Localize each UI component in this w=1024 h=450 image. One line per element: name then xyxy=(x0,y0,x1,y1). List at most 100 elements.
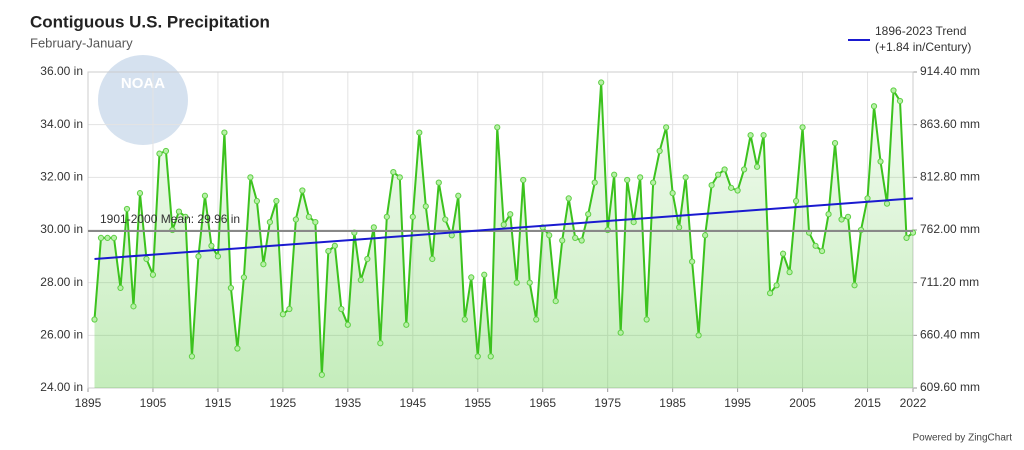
noaa-logo: NOAA xyxy=(98,55,188,145)
point xyxy=(585,211,592,218)
point xyxy=(279,311,286,318)
point xyxy=(299,187,306,194)
point xyxy=(552,298,559,305)
point xyxy=(559,237,566,244)
point xyxy=(149,271,157,278)
point xyxy=(487,353,494,360)
point xyxy=(97,234,105,241)
point xyxy=(156,150,163,157)
point xyxy=(429,255,436,263)
point xyxy=(344,321,351,328)
x-tick-label: 1995 xyxy=(724,396,751,410)
point xyxy=(188,353,196,360)
y-tick-label: 36.00 in xyxy=(40,64,83,78)
point xyxy=(266,219,273,226)
y-tick-label: 30.00 in xyxy=(40,222,83,236)
point xyxy=(253,197,260,205)
point xyxy=(481,271,488,278)
point xyxy=(435,179,442,186)
point xyxy=(247,174,254,181)
y2-tick-label: 762.00 mm xyxy=(920,222,980,236)
point xyxy=(338,305,345,313)
trend-line xyxy=(94,197,914,260)
y2-tick-label: 812.80 mm xyxy=(920,170,980,184)
point xyxy=(728,184,735,191)
point xyxy=(422,203,429,210)
point xyxy=(838,216,845,223)
point xyxy=(598,79,605,86)
point xyxy=(695,332,702,339)
y-tick-label: 24.00 in xyxy=(40,380,83,394)
point xyxy=(533,316,540,323)
point xyxy=(409,213,416,220)
point xyxy=(779,250,787,257)
point xyxy=(461,316,468,323)
x-tick-label: 1985 xyxy=(659,396,686,410)
point xyxy=(104,234,111,241)
point xyxy=(643,316,650,323)
point xyxy=(630,219,637,226)
point xyxy=(227,284,235,292)
area xyxy=(94,82,913,389)
point xyxy=(883,200,891,207)
x-tick-label: 2015 xyxy=(854,396,881,410)
point xyxy=(214,253,222,260)
point xyxy=(500,221,507,228)
point xyxy=(565,195,572,202)
point xyxy=(870,103,878,110)
point xyxy=(799,124,806,131)
point xyxy=(221,129,228,136)
point xyxy=(240,274,248,281)
legend-label: 1896-2023 Trend xyxy=(875,24,966,38)
point xyxy=(669,190,676,197)
point xyxy=(624,176,631,184)
point xyxy=(195,253,202,260)
point xyxy=(455,192,462,199)
x-tick-label: 1965 xyxy=(529,396,556,410)
point xyxy=(896,97,904,105)
point xyxy=(747,132,754,139)
point xyxy=(682,174,689,181)
point xyxy=(312,219,319,226)
point xyxy=(578,237,585,244)
point xyxy=(617,329,624,336)
y-tick-label: 26.00 in xyxy=(40,328,83,342)
point xyxy=(182,213,189,220)
x-tick-label: 1935 xyxy=(334,396,361,410)
point xyxy=(377,340,384,347)
point xyxy=(676,224,683,231)
point xyxy=(130,303,137,310)
point xyxy=(708,182,715,189)
point xyxy=(812,242,819,249)
point xyxy=(507,211,514,218)
x-tick-label: 1925 xyxy=(270,396,297,410)
y2-tick-label: 863.60 mm xyxy=(920,117,980,131)
point xyxy=(175,208,183,215)
point xyxy=(318,371,325,378)
point xyxy=(663,124,670,131)
point xyxy=(702,232,709,239)
y2-tick-label: 711.20 mm xyxy=(920,275,979,289)
point xyxy=(234,345,241,352)
point xyxy=(656,147,663,155)
point xyxy=(689,258,696,265)
point xyxy=(390,168,397,176)
y-tick-label: 28.00 in xyxy=(40,275,83,289)
y2-tick-label: 609.60 mm xyxy=(920,380,980,394)
point xyxy=(890,87,897,94)
point xyxy=(117,284,124,292)
point xyxy=(851,282,858,289)
point xyxy=(572,234,579,241)
point xyxy=(903,234,910,241)
svg-text:NOAA: NOAA xyxy=(121,75,165,92)
point xyxy=(305,213,312,220)
credit: Powered by ZingChart xyxy=(913,433,1013,444)
point xyxy=(357,276,364,284)
point xyxy=(721,166,728,173)
point xyxy=(383,213,390,220)
point xyxy=(325,247,332,255)
point xyxy=(591,179,598,186)
point xyxy=(831,140,839,147)
point xyxy=(650,179,657,186)
point xyxy=(546,232,553,239)
